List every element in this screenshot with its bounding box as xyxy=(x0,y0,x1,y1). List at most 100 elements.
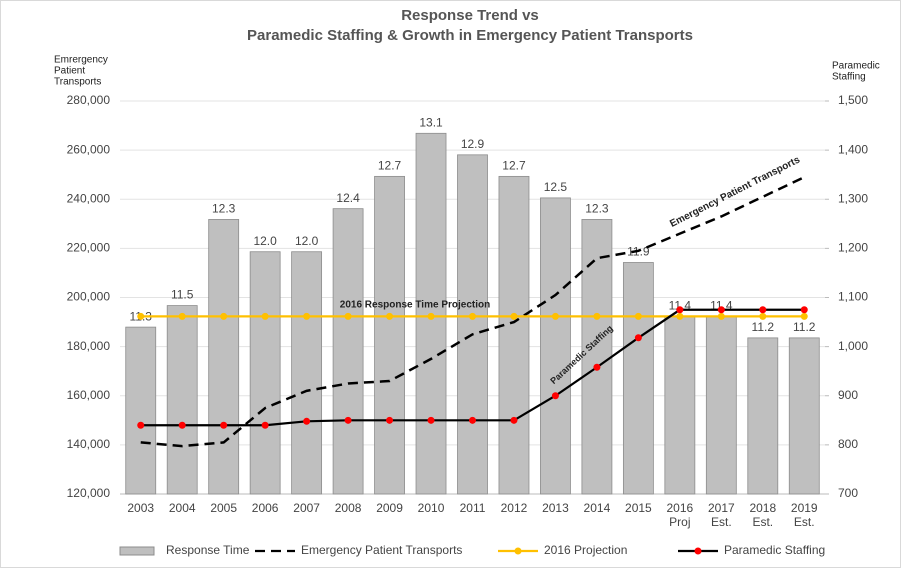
series-marker xyxy=(676,306,684,314)
x-tick-note: Est. xyxy=(752,515,773,529)
series-marker xyxy=(386,416,394,424)
series-marker xyxy=(386,312,394,320)
series-marker xyxy=(593,312,601,320)
y2-tick-label: 700 xyxy=(838,486,858,500)
bar xyxy=(788,337,820,495)
legend-marker xyxy=(514,547,522,555)
bar xyxy=(291,251,323,495)
series-marker xyxy=(178,312,186,320)
bar-value-label: 12.3 xyxy=(212,202,236,216)
bar xyxy=(374,175,405,495)
x-tick-label: 2006 xyxy=(252,501,279,515)
legend-label: Emergency Patient Transports xyxy=(301,543,462,557)
y-tick-label: 180,000 xyxy=(67,339,111,353)
bar-value-label: 13.1 xyxy=(419,115,443,129)
series-marker xyxy=(427,312,435,320)
series-marker xyxy=(137,312,145,320)
x-tick-label: 2010 xyxy=(418,501,445,515)
bar xyxy=(249,251,281,495)
bar-value-label: 12.7 xyxy=(378,159,402,173)
y2-tick-label: 900 xyxy=(838,388,858,402)
y-tick-label: 280,000 xyxy=(67,93,111,107)
series-marker xyxy=(469,312,476,320)
chart-title: Response Trend vs xyxy=(401,7,539,24)
x-tick-label: 2003 xyxy=(127,501,154,515)
y-tick-label: 240,000 xyxy=(67,191,111,205)
series-marker xyxy=(717,306,725,314)
y2-tick-label: 1,500 xyxy=(838,93,868,107)
bar xyxy=(540,197,571,495)
bar xyxy=(581,219,613,495)
y-tick-label: 120,000 xyxy=(67,486,111,500)
series-marker xyxy=(261,421,269,429)
series-marker xyxy=(344,312,352,320)
bar-value-label: 11.2 xyxy=(752,320,775,334)
y-tick-label: 220,000 xyxy=(67,241,111,255)
series-marker xyxy=(717,312,725,320)
x-tick-label: 2011 xyxy=(460,501,486,515)
series-marker xyxy=(303,417,311,425)
series-marker xyxy=(220,312,228,320)
series-marker xyxy=(676,312,684,320)
y2-tick-label: 1,100 xyxy=(838,290,868,304)
series-marker xyxy=(593,363,601,371)
legend-label: Response Time xyxy=(166,543,250,557)
x-tick-label: 2012 xyxy=(501,501,528,515)
bar xyxy=(125,326,157,495)
bar xyxy=(664,315,696,495)
bar-value-label: 12.9 xyxy=(461,137,485,151)
x-tick-label: 2014 xyxy=(584,501,611,515)
series-marker xyxy=(551,312,559,320)
annotation: 2016 Response Time Projection xyxy=(340,300,490,311)
legend-label: Paramedic Staffing xyxy=(724,543,825,557)
y2-tick-label: 1,000 xyxy=(838,339,868,353)
bar-value-label: 12.5 xyxy=(544,180,568,194)
legend-swatch xyxy=(119,546,155,556)
x-tick-note: Proj xyxy=(669,515,690,529)
x-tick-label: 2004 xyxy=(169,501,196,515)
series-marker xyxy=(800,306,808,314)
x-tick-label: 2015 xyxy=(625,501,652,515)
bar xyxy=(208,219,240,495)
series-marker xyxy=(344,416,352,424)
x-tick-label: 2018 xyxy=(749,501,776,515)
series-marker xyxy=(303,312,311,320)
legend-label: 2016 Projection xyxy=(544,543,627,557)
chart-title: Paramedic Staffing & Growth in Emergency… xyxy=(247,27,693,44)
series-marker xyxy=(220,421,228,429)
y2-tick-label: 1,300 xyxy=(838,191,868,205)
series-marker xyxy=(178,421,186,429)
bar xyxy=(457,154,488,495)
bar xyxy=(166,305,198,495)
series-marker xyxy=(137,421,145,429)
y-axis-title: Transports xyxy=(54,77,101,88)
x-tick-note: Est. xyxy=(711,515,732,529)
bar-value-label: 11.2 xyxy=(793,320,816,334)
series-marker xyxy=(510,416,518,424)
series-marker xyxy=(759,312,767,320)
bar xyxy=(705,315,737,495)
y-axis-title: Patient xyxy=(54,66,85,77)
x-tick-label: 2005 xyxy=(210,501,237,515)
series-line xyxy=(140,176,805,448)
series-marker xyxy=(551,392,559,400)
series-marker xyxy=(469,416,476,424)
y-tick-label: 200,000 xyxy=(67,290,111,304)
series-marker xyxy=(759,306,767,314)
bar-value-label: 12.4 xyxy=(336,191,360,205)
x-tick-label: 2019 xyxy=(791,501,818,515)
x-tick-label: 2017 xyxy=(708,501,735,515)
bar-value-label: 12.3 xyxy=(585,202,609,216)
x-tick-label: 2013 xyxy=(542,501,569,515)
y2-tick-label: 1,200 xyxy=(838,241,868,255)
x-tick-note: Est. xyxy=(794,515,815,529)
legend-marker xyxy=(694,547,702,555)
y-tick-label: 160,000 xyxy=(67,388,111,402)
x-tick-label: 2008 xyxy=(335,501,362,515)
bar-value-label: 12.0 xyxy=(295,234,319,248)
bar-value-label: 11.5 xyxy=(171,288,194,302)
y-tick-label: 260,000 xyxy=(67,142,111,156)
bar xyxy=(498,175,530,495)
bar xyxy=(747,337,779,495)
y2-tick-label: 1,400 xyxy=(838,142,868,156)
